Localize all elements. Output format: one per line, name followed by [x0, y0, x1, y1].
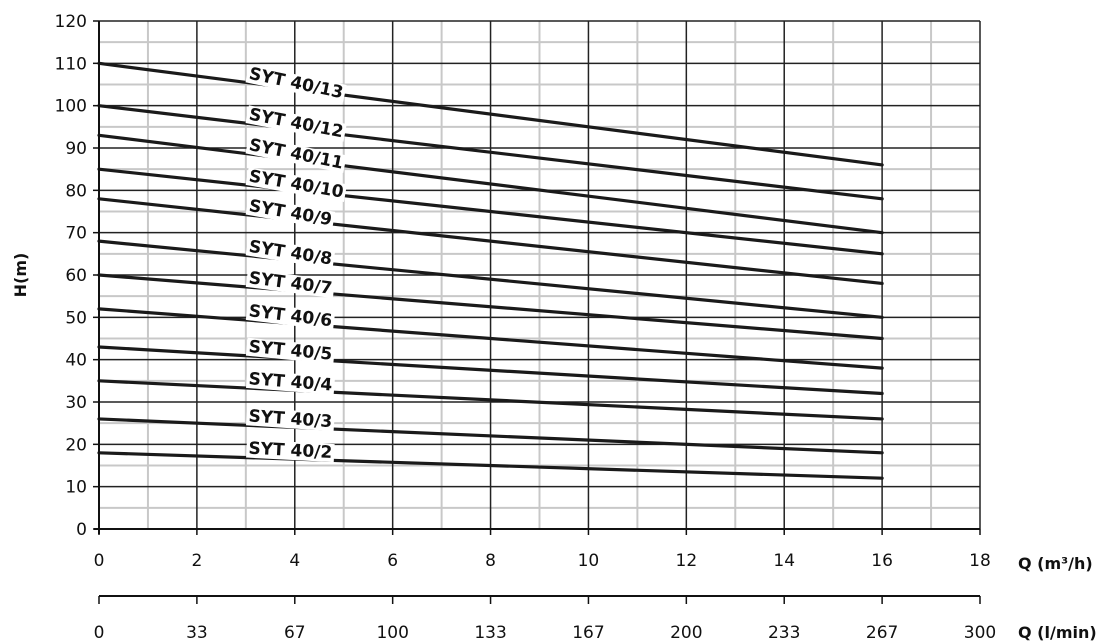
- series-line: [97, 307, 884, 370]
- series-label-background: [245, 302, 336, 331]
- series-label-background: [245, 268, 336, 299]
- series-line: [97, 417, 884, 455]
- y-tick-label: 60: [65, 266, 87, 286]
- series-label: SYT 40/2: [248, 439, 333, 463]
- x2-tick-label: 267: [866, 623, 898, 643]
- x2-tick-label: 33: [186, 623, 208, 643]
- x-axis-title: Q (m³/h): [1018, 554, 1093, 573]
- series-label: SYT 40/8: [248, 237, 334, 270]
- series-label: SYT 40/9: [247, 196, 333, 230]
- x-tick-label: 12: [676, 551, 698, 571]
- series-line: [97, 133, 884, 235]
- series-label-background: [245, 105, 347, 142]
- x2-tick-label: 300: [964, 623, 996, 643]
- series-line: [97, 104, 884, 201]
- x-tick-label: 6: [387, 551, 398, 571]
- y-tick-label: 70: [65, 224, 87, 244]
- series-label-background: [246, 439, 335, 463]
- x-tick-label: 4: [289, 551, 300, 571]
- x2-tick-label: 133: [474, 623, 506, 643]
- series-label-background: [245, 167, 347, 203]
- x2-tick-label: 67: [284, 623, 306, 643]
- y-tick-label: 10: [65, 478, 87, 498]
- x2-tick-label: 167: [572, 623, 604, 643]
- series-label-background: [245, 135, 347, 173]
- y-axis-title: H(m): [11, 253, 30, 298]
- series-line: [97, 239, 884, 319]
- series-line: [97, 451, 884, 480]
- y-tick-label: 50: [65, 308, 87, 328]
- y-tick-label: 100: [55, 97, 87, 117]
- x2-tick-label: 200: [670, 623, 702, 643]
- y-tick-label: 120: [55, 12, 87, 32]
- x2-axis-title: Q (l/min): [1018, 623, 1097, 642]
- x-tick-label: 16: [871, 551, 893, 571]
- x-tick-label: 8: [485, 551, 496, 571]
- series-label: SYT 40/5: [248, 337, 333, 365]
- x-tick-label: 14: [773, 551, 795, 571]
- y-tick-label: 110: [55, 54, 87, 74]
- series-label-background: [245, 369, 336, 395]
- x2-tick-label: 233: [768, 623, 800, 643]
- series-line: [97, 61, 884, 167]
- series-label: SYT 40/7: [248, 268, 334, 299]
- axes: 0 10 20 30 40 50 60 70 80 90 100 110 120 0 2 4 6 8 10 12 14 1…: [11, 12, 1097, 643]
- x2-tick-label: 0: [94, 623, 105, 643]
- x-tick-label: 10: [578, 551, 600, 571]
- y-tick-label: 20: [65, 435, 87, 455]
- series-label: SYT 40/6: [248, 301, 334, 331]
- y-tick-label: 30: [65, 393, 87, 413]
- series-line: [97, 345, 884, 396]
- series-line: [97, 379, 884, 421]
- x-tick-label: 2: [191, 551, 202, 571]
- series-label-background: [246, 407, 335, 432]
- x-tick-label: 0: [94, 551, 105, 571]
- series-label-background: [245, 64, 347, 103]
- series-label: SYT 40/3: [248, 406, 333, 432]
- series-label-background: [245, 196, 336, 230]
- series-lines: [97, 61, 884, 480]
- series-label-background: [245, 337, 335, 364]
- x-tick-label: 18: [969, 551, 991, 571]
- series-line: [97, 167, 884, 256]
- y-tick-label: 0: [76, 520, 87, 540]
- series-label-background: [245, 237, 336, 269]
- y-tick-label: 80: [65, 181, 87, 201]
- series-line: [97, 197, 884, 286]
- y-tick-label: 90: [65, 139, 87, 159]
- x2-tick-label: 100: [376, 623, 408, 643]
- series-label: SYT 40/13: [247, 64, 345, 103]
- series-label: SYT 40/4: [248, 369, 333, 395]
- y-tick-label: 40: [65, 351, 87, 371]
- series-line: [97, 273, 884, 341]
